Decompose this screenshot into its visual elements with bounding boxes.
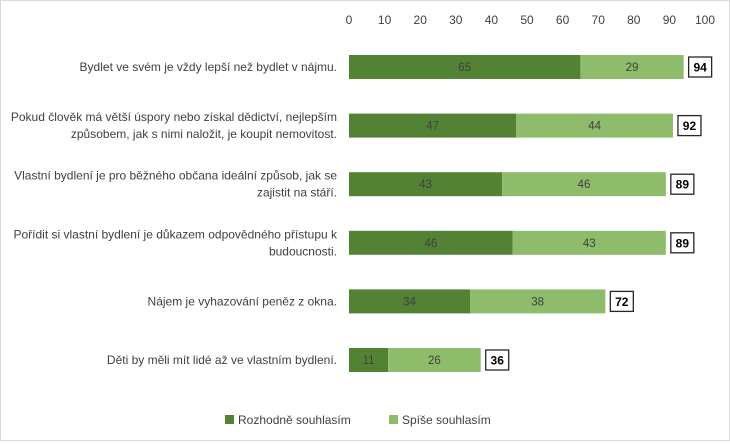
category-label: Vlastní bydlení je pro běžného občana id… (14, 169, 337, 200)
data-label: 11 (363, 355, 375, 367)
category-labels: Bydlet ve svém je vždy lepší než bydlet … (11, 60, 338, 367)
total-label: 89 (676, 236, 690, 250)
total-label: 72 (615, 295, 629, 309)
total-label: 92 (683, 119, 697, 133)
x-tick-label: 0 (346, 13, 353, 27)
legend: Rozhodně souhlasím Spíše souhlasím (225, 413, 491, 427)
x-tick-label: 50 (520, 13, 534, 27)
x-tick-label: 40 (485, 13, 499, 27)
data-label: 38 (531, 296, 544, 308)
bar-segment-rather-agree (388, 348, 481, 372)
total-box (670, 173, 695, 195)
legend-swatch-rather-agree (389, 415, 398, 424)
bars: 65 29 94 47 44 92 43 46 89 46 43 89 34 38 72 11 26 36 (349, 55, 713, 372)
legend-label: Rozhodně souhlasím (238, 413, 351, 427)
total-box (687, 56, 713, 78)
x-tick-label: 10 (378, 13, 392, 27)
total-label: 36 (491, 354, 505, 368)
data-label: 46 (578, 179, 591, 191)
x-tick-label: 90 (663, 13, 677, 27)
data-label: 43 (583, 238, 596, 250)
category-label: Nájem je vyhazování peněz z okna. (148, 294, 337, 308)
x-tick-label: 60 (556, 13, 570, 27)
category-label: Děti by měli mít lidé až ve vlastním byd… (107, 353, 337, 367)
x-tick-label: 80 (627, 13, 641, 27)
bar-segment-strongly-agree (349, 172, 503, 197)
data-label: 26 (428, 355, 441, 367)
total-box (485, 349, 510, 371)
bar-segment-rather-agree (516, 113, 673, 138)
data-label: 46 (424, 238, 437, 250)
x-tick-label: 100 (695, 13, 715, 27)
legend-label: Spíše souhlasím (402, 413, 491, 427)
data-label: 43 (419, 179, 432, 191)
total-box (677, 114, 702, 137)
category-label: Bydlet ve svém je vždy lepší než bydlet … (80, 60, 337, 74)
x-tick-label: 30 (449, 13, 463, 27)
bar-segment-rather-agree (470, 289, 606, 314)
data-label: 47 (426, 121, 439, 133)
data-label: 65 (458, 62, 471, 74)
category-label: Pořídit si vlastní bydlení je důkazem od… (13, 227, 338, 258)
bar-segment-strongly-agree (349, 55, 581, 79)
bar-segment-rather-agree (512, 230, 666, 255)
data-label: 44 (588, 121, 601, 133)
total-label: 89 (676, 178, 690, 192)
total-box (609, 290, 634, 313)
bar-segment-strongly-agree (349, 230, 513, 255)
x-tick-label: 70 (592, 13, 606, 27)
x-axis-ticks: 0 10 20 30 40 50 60 70 80 90 100 (346, 13, 716, 27)
bar-segment-rather-agree (580, 55, 684, 79)
bar-segment-rather-agree (502, 172, 666, 197)
legend-swatch-strongly-agree (225, 415, 234, 424)
bar-segment-strongly-agree (349, 113, 517, 138)
total-label: 94 (693, 61, 707, 75)
bar-segment-strongly-agree (349, 289, 471, 314)
category-label: Pokud člověk má větší úspory nebo získal… (11, 110, 337, 141)
data-label: 34 (403, 296, 416, 308)
total-box (670, 232, 695, 254)
x-tick-label: 20 (414, 13, 428, 27)
bar-segment-strongly-agree (349, 348, 389, 372)
data-label: 29 (626, 62, 639, 74)
